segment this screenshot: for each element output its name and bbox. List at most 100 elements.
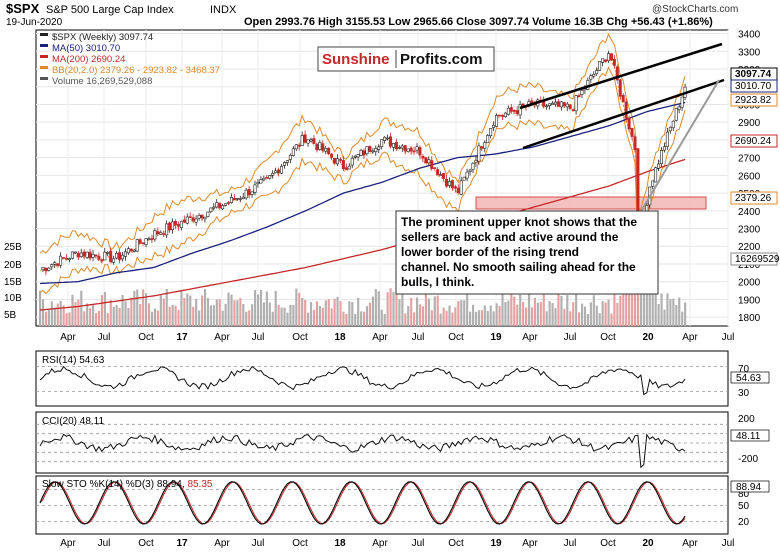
volume-bar [286, 312, 289, 326]
volume-bar [583, 306, 587, 326]
legend-swatch [40, 55, 48, 58]
candle-body [468, 169, 472, 172]
volume-bar [224, 303, 227, 326]
volume-bar [357, 297, 360, 326]
chart-date: 19-Jun-2020 [6, 17, 63, 28]
candle-body [315, 143, 319, 150]
volume-bar [236, 300, 239, 326]
sto-axis-20: 20 [738, 517, 750, 528]
cci-line [36, 423, 728, 469]
volume-bar [315, 301, 319, 326]
volume-bar [645, 265, 648, 326]
annotation-text: The prominent upper knot shows that the s… [401, 215, 637, 289]
candle-body [176, 224, 180, 227]
price-tag-box [730, 191, 778, 205]
candle-body [244, 189, 248, 199]
candle-body [123, 251, 127, 257]
sto-k-path [39, 481, 686, 525]
candle-body [253, 184, 257, 193]
volume-bar [548, 301, 551, 326]
candle-body [247, 189, 251, 196]
volume-bar [242, 304, 245, 326]
volume-bar [678, 297, 681, 326]
x-tick-label: 19 [490, 332, 502, 343]
volume-bar [330, 308, 333, 326]
candle-body [206, 211, 210, 218]
volume-bar [295, 288, 298, 326]
x-tick-label: Apr [60, 538, 76, 549]
volume-bar [466, 289, 469, 326]
legend-text: Volume 16,269,529,088 [52, 76, 152, 87]
x-tick-label: 20 [642, 332, 654, 343]
x-tick-label: 17 [176, 332, 188, 343]
x-axis-labels-bottom: Apr Jul Oct 17 Apr Jul Oct 18 Apr Jul Oct 19 Apr Jul O… [60, 538, 734, 549]
candle-body [171, 221, 175, 231]
volume-bar [363, 311, 366, 326]
x-tick-label: Oct [292, 332, 308, 343]
volume-bar [377, 291, 380, 326]
volume-bar [374, 289, 377, 326]
price-tag-box [730, 79, 778, 93]
x-tick-label: Oct [292, 538, 308, 549]
candle-body [312, 138, 316, 144]
volume-bar [201, 295, 204, 326]
candle-body [365, 146, 369, 155]
volume-bar [139, 304, 142, 326]
candle-body [91, 253, 95, 258]
volume-bar [71, 294, 74, 326]
volume-bar [192, 306, 195, 326]
candle-body [403, 145, 407, 152]
candle-body [497, 114, 501, 117]
rsi-axis-30: 30 [738, 388, 750, 399]
volume-bar [666, 293, 669, 326]
candle-body [439, 174, 443, 176]
candle-body [79, 252, 83, 257]
price-tick-label: 1900 [738, 295, 761, 306]
volume-bar [430, 310, 433, 326]
bb-lower [39, 66, 686, 295]
candle-body [515, 110, 519, 115]
candle-body [179, 220, 183, 228]
candle-body [412, 150, 416, 153]
volume-bar [174, 305, 177, 326]
volume-bar [309, 301, 313, 326]
candle-body [391, 143, 395, 148]
index-name: S&P 500 Large Cap Index [46, 4, 174, 16]
cci-axis-200: 200 [738, 414, 755, 425]
candle-body [82, 251, 86, 257]
volume-bar [259, 289, 263, 326]
x-tick-label: Jul [412, 538, 425, 549]
candle-body [227, 202, 231, 204]
candle-body [268, 175, 272, 179]
candle-body [197, 215, 201, 219]
volume-bar [607, 299, 610, 326]
candle-body [288, 154, 292, 160]
candle-body [421, 155, 425, 159]
candle-body [141, 242, 145, 245]
volume-bar [336, 296, 339, 326]
candle-body [668, 126, 672, 132]
candle-body [545, 105, 549, 108]
candle-body [356, 154, 360, 158]
volume-bar [545, 311, 548, 326]
candle-body [344, 167, 348, 170]
candle-body [427, 159, 431, 164]
candle-body [433, 167, 437, 169]
candle-body [495, 115, 499, 127]
price-tick-label: 3300 [738, 47, 761, 58]
candle-body [500, 114, 504, 117]
candle-body [327, 147, 331, 155]
volume-bar [448, 305, 451, 326]
volume-bar [268, 302, 271, 326]
cci-tag: 48.11 [736, 431, 761, 442]
volume-bar [159, 295, 162, 326]
x-tick-label: Apr [60, 332, 76, 343]
candle-body [548, 103, 552, 107]
price-tag-text: 2690.24 [735, 136, 772, 147]
volume-bar [413, 312, 416, 326]
volume-bar [398, 299, 401, 326]
candle-body [115, 253, 119, 259]
volume-bar [103, 291, 106, 326]
volume-bar [74, 302, 77, 326]
